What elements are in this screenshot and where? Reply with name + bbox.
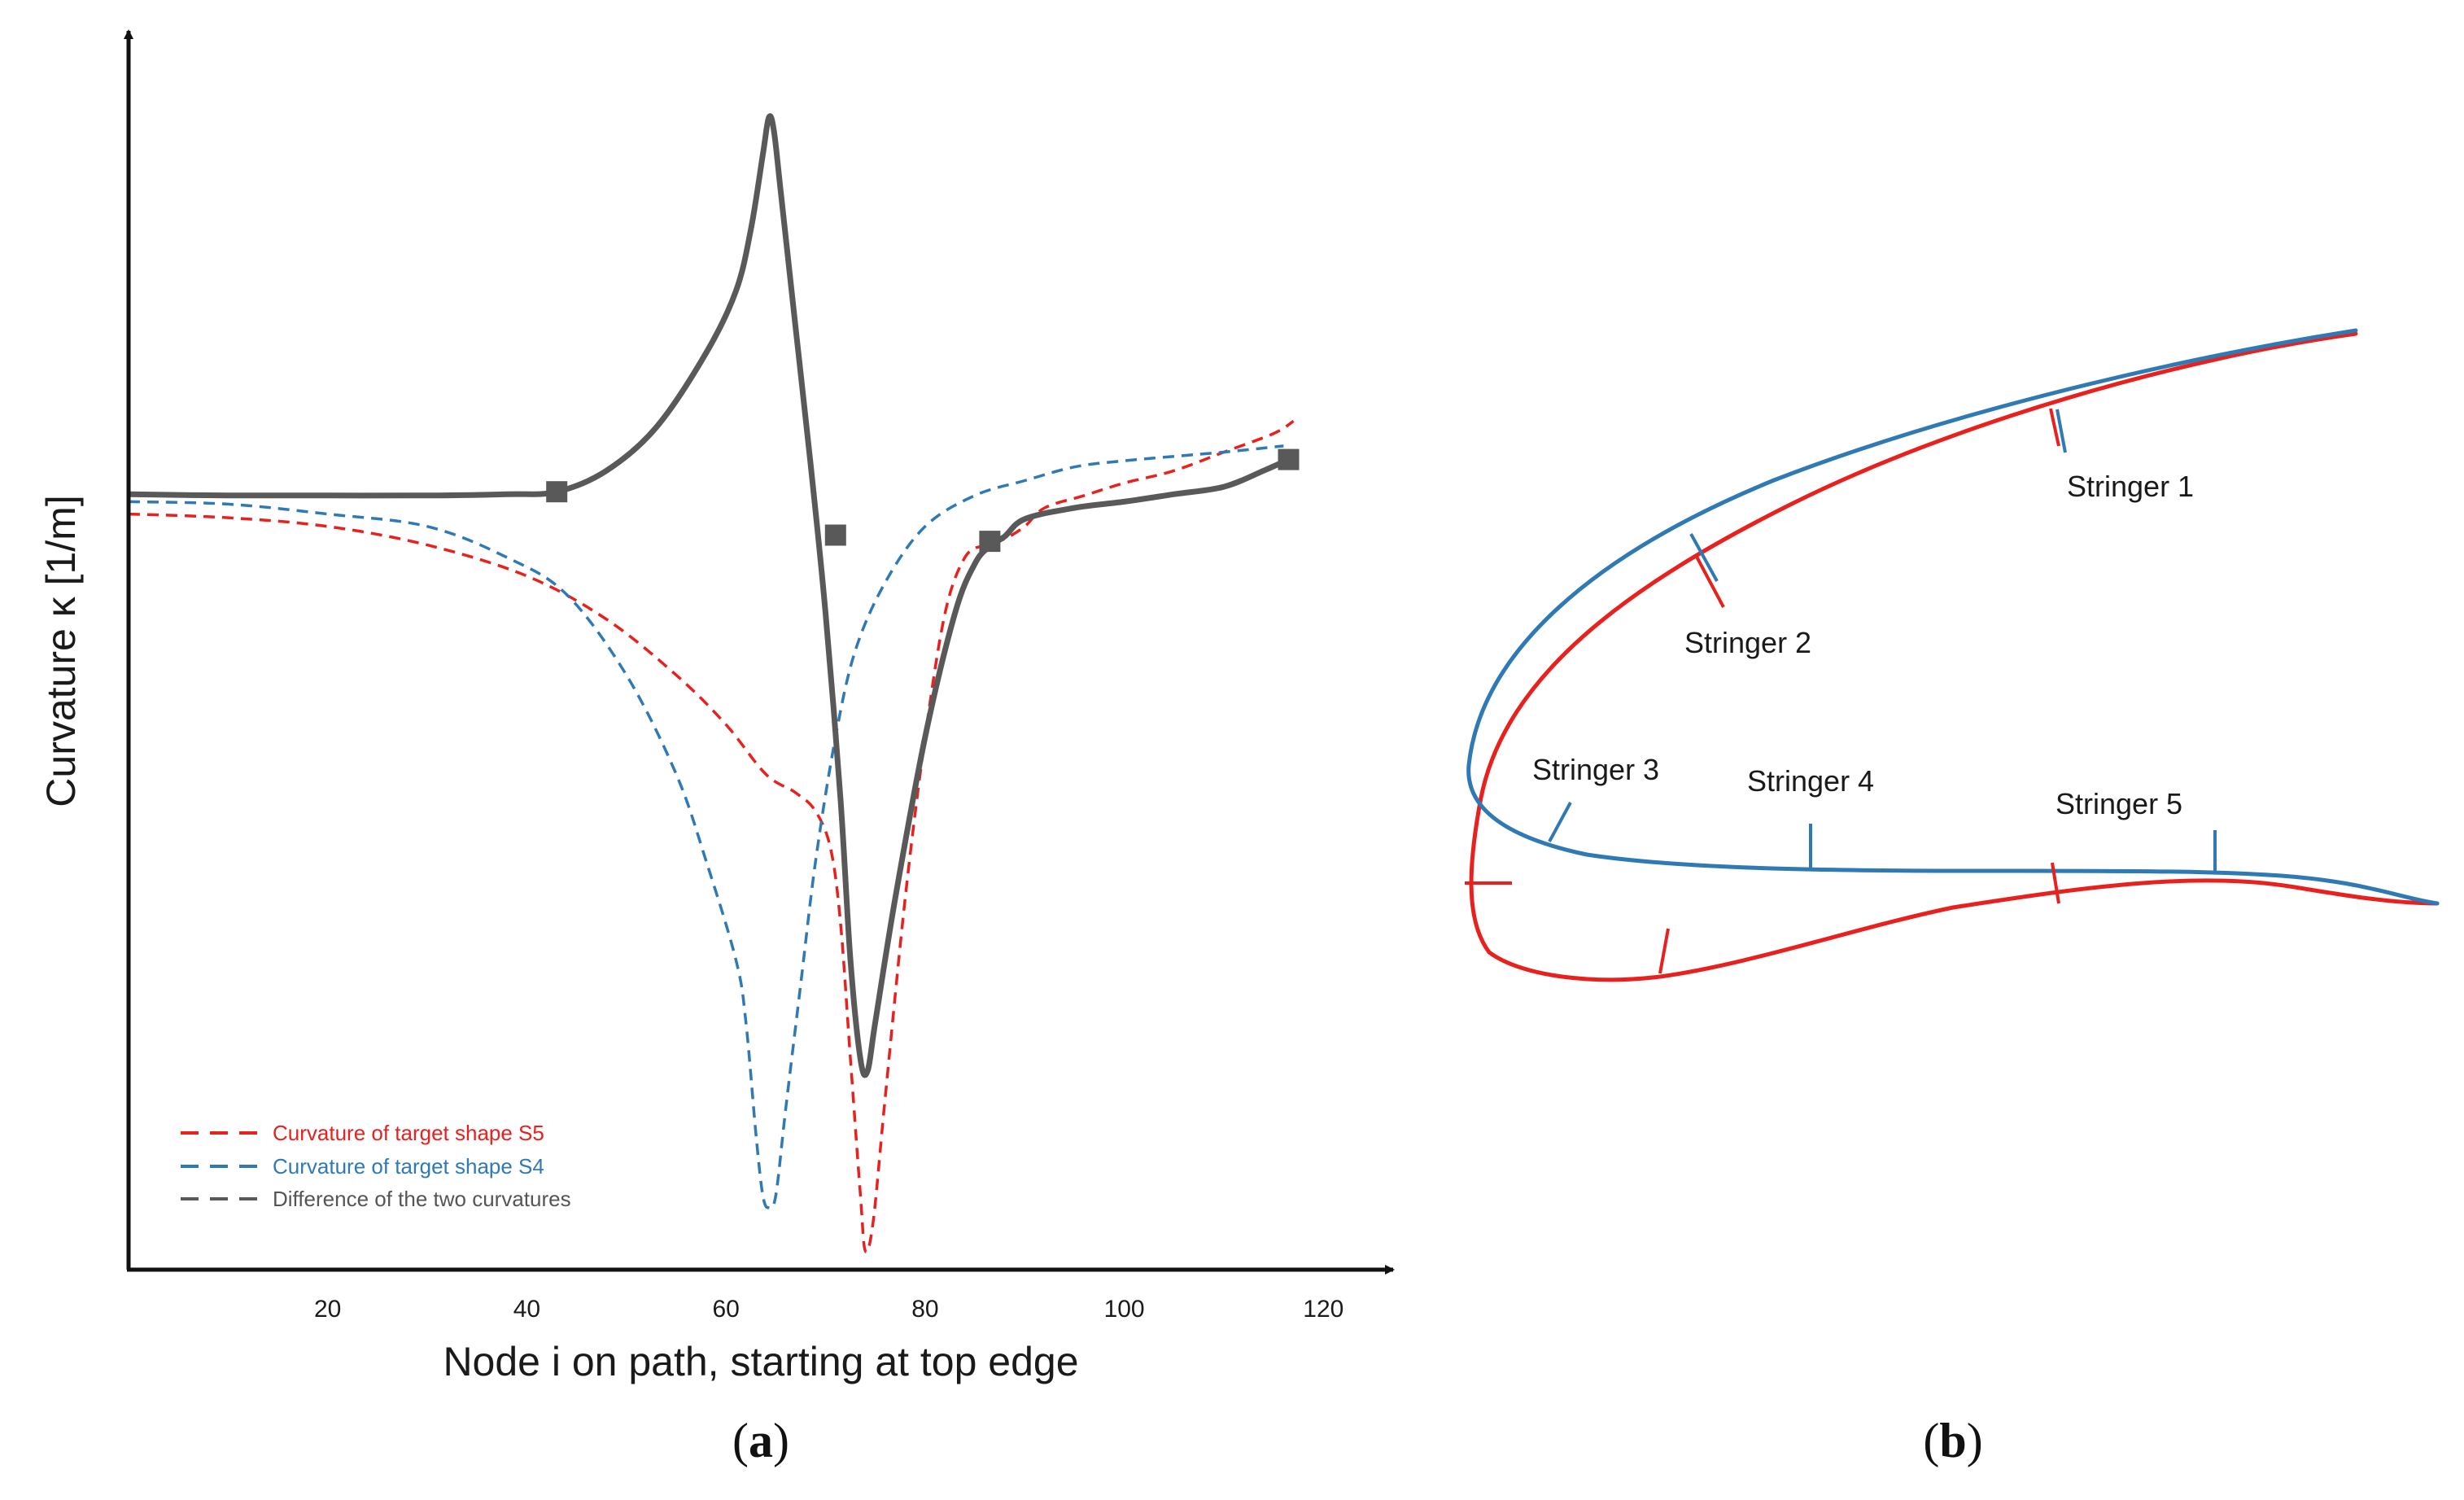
stringer-3-tick-s4	[1548, 802, 1572, 842]
stringer-4-label: Stringer 4	[1747, 764, 1874, 798]
profile-s4	[1466, 328, 2440, 906]
panel-b-letter: b	[1939, 1414, 1966, 1467]
difference-marker	[979, 531, 1001, 553]
legend-item-s5: Curvature of target shape S5	[181, 1121, 544, 1145]
x-tick-label: 80	[911, 1296, 938, 1323]
panel-a-label: (a)	[732, 1414, 789, 1467]
legend-label-s5: Curvature of target shape S5	[273, 1121, 544, 1145]
stringer-3-label: Stringer 3	[1532, 753, 1659, 786]
stringer-1-tick-s5	[2049, 408, 2060, 447]
difference-marker	[824, 524, 846, 546]
difference-marker	[1278, 448, 1300, 470]
panel-b-close: )	[1967, 1414, 1983, 1467]
x-tick-label: 40	[513, 1296, 540, 1323]
stringer-4-tick-s5	[1658, 928, 1670, 974]
legend-label-difference: Difference of the two curvatures	[273, 1187, 571, 1211]
panel-a-open: (	[732, 1414, 749, 1467]
stringer-1-label: Stringer 1	[2067, 470, 2194, 503]
x-tick-label: 60	[713, 1296, 740, 1323]
x-tick-labels: 20 40 60 80 100 120	[314, 1296, 1343, 1323]
panel-a-letter: a	[749, 1414, 773, 1467]
stringer-5-tick-s5	[2051, 862, 2060, 904]
curvature-chart: 20 40 60 80 100 120 Node i on path, starting …	[38, 29, 1395, 1467]
legend-item-s4: Curvature of target shape S4	[181, 1154, 544, 1179]
x-tick-label: 20	[314, 1296, 341, 1323]
stringer-5-label: Stringer 5	[2056, 787, 2182, 820]
series-s4-line	[128, 444, 1284, 1210]
series-difference-line	[128, 113, 1290, 1078]
stringer-2-tick-s5	[1695, 556, 1725, 608]
legend: Curvature of target shape S5 Curvature o…	[181, 1121, 571, 1211]
airfoil-diagram: Stringer 1 Stringer 2 Stringer 3 Stringe…	[1465, 328, 2440, 1467]
difference-marker	[546, 481, 568, 503]
legend-item-difference: Difference of the two curvatures	[181, 1187, 571, 1211]
stringer-1-tick-s4	[2056, 409, 2067, 453]
x-tick-label: 120	[1303, 1296, 1343, 1323]
panel-a-close: )	[773, 1414, 789, 1467]
panel-b-open: (	[1923, 1414, 1939, 1467]
marker-layer	[546, 448, 1300, 553]
stringer-2-label: Stringer 2	[1684, 626, 1811, 659]
series-layer	[128, 113, 1295, 1254]
panel-b-label: (b)	[1923, 1414, 1982, 1467]
legend-label-s4: Curvature of target shape S4	[273, 1154, 544, 1179]
y-axis-title: Curvature κ [1/m]	[38, 495, 84, 807]
x-axis-title: Node i on path, starting at top edge	[443, 1339, 1078, 1384]
profile-s5	[1469, 331, 2440, 982]
stringer-2-tick-s4	[1689, 533, 1719, 582]
x-tick-label: 100	[1104, 1296, 1145, 1323]
